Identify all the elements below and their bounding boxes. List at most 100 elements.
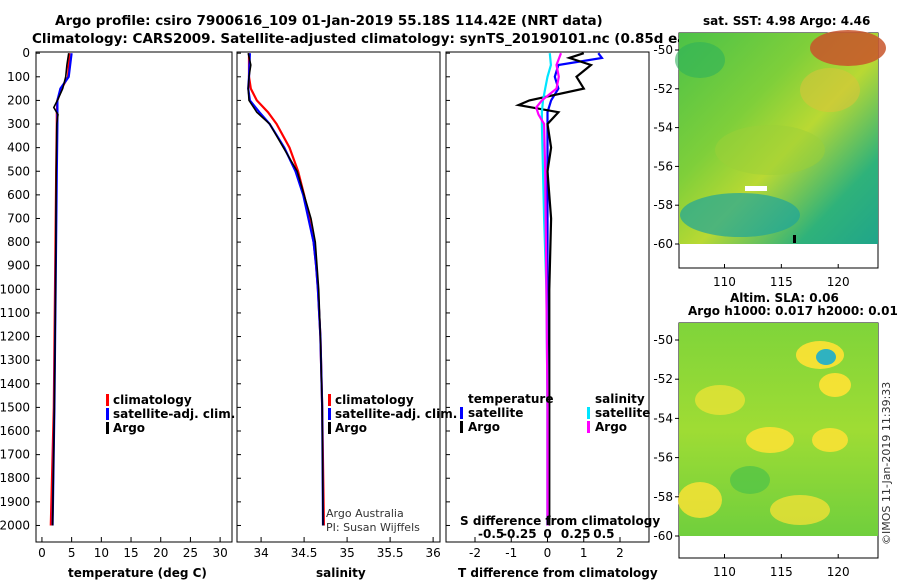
legend-swatch-s-satellite [587, 407, 590, 419]
series-line-argo [51, 53, 70, 526]
lon-tick-label: 120 [827, 565, 850, 579]
salinity-axis-label: salinity [316, 566, 366, 580]
credit-line-1: Argo Australia [326, 507, 404, 520]
x-tick-label: 20 [153, 546, 168, 560]
x-tick-label: 0 [38, 546, 46, 560]
lon-tick-label: 110 [713, 275, 736, 289]
sla-yellow-patch-6 [678, 482, 722, 518]
legend-label-satellite-sal: satellite-adj. clim. [335, 407, 457, 421]
legend-swatch-t-satellite [460, 407, 463, 419]
lat-tick-label: -52 [653, 372, 673, 386]
x-tick-label: 0 [544, 546, 552, 560]
depth-tick-label: 1500 [0, 400, 30, 414]
legend-temperature-title: temperature [468, 392, 553, 406]
title-line-2: Climatology: CARS2009. Satellite-adjuste… [32, 31, 724, 47]
legend-swatch-s-argo [587, 421, 590, 433]
s-tick-label: -0.5 [478, 527, 504, 541]
lon-tick-label: 115 [770, 275, 793, 289]
s-tick-label: -0.25 [502, 527, 537, 541]
x-tick-label: 5 [68, 546, 76, 560]
t-difference-axis-label: T difference from climatology [458, 566, 658, 580]
lat-tick-label: -50 [653, 43, 673, 57]
legend-swatch-climatology [106, 394, 109, 406]
depth-tick-label: 1100 [0, 306, 30, 320]
legend-swatch-t-argo [460, 421, 463, 433]
x-tick-label: 10 [94, 546, 109, 560]
sla-blue-patch [816, 349, 836, 365]
series-line-s-argo [534, 52, 563, 526]
lat-tick-label: -56 [653, 159, 673, 173]
lat-tick-label: -58 [653, 198, 673, 212]
credit-line-2: PI: Susan Wijffels [326, 521, 420, 534]
sst-warm-patch [810, 30, 886, 66]
depth-tick-label: 1400 [0, 377, 30, 391]
x-tick-label: 34.5 [291, 546, 318, 560]
temperature-curves [49, 53, 73, 526]
x-tick-label: -2 [469, 546, 481, 560]
depth-tick-label: 1700 [0, 448, 30, 462]
x-tick-label: 15 [123, 546, 138, 560]
x-tick-label: 35 [339, 546, 354, 560]
sst-map-title: sat. SST: 4.98 Argo: 4.46 [703, 14, 870, 28]
sla-yellow-patch-2 [819, 373, 851, 397]
salinity-x-axis: 34 34.5 35 35.5 36 [253, 537, 441, 560]
lat-tick-label: -52 [653, 82, 673, 96]
legend-label-s-satellite: satellite [595, 406, 650, 420]
legend-swatch-argo [106, 422, 109, 434]
legend-temperature: climatology satellite-adj. clim. Argo [106, 393, 235, 435]
s-tick-label: 0 [543, 527, 551, 541]
x-tick-label: 34 [253, 546, 268, 560]
depth-tick-label: 500 [7, 164, 30, 178]
depth-tick-label: 100 [7, 70, 30, 84]
legend-swatch-argo-sal [328, 422, 331, 434]
depth-tick-label: 1300 [0, 353, 30, 367]
x-tick-label: 30 [212, 546, 227, 560]
salinity-curves [247, 53, 325, 526]
lon-tick-label: 120 [827, 275, 850, 289]
legend-swatch-satellite-sal [328, 408, 331, 420]
lat-tick-label: -56 [653, 451, 673, 465]
sla-green-patch [730, 466, 770, 494]
legend-swatch-climatology-sal [328, 394, 331, 406]
s-tick-label: 0.25 [561, 527, 591, 541]
legend-label-s-argo: Argo [595, 420, 627, 434]
sla-yellow-patch-3 [695, 385, 745, 415]
depth-tick-label: 1800 [0, 471, 30, 485]
depth-tick-label: 800 [7, 235, 30, 249]
series-line-t-argo [514, 52, 594, 526]
x-tick-label: -1 [505, 546, 517, 560]
series-line-climatology [247, 53, 325, 526]
depth-tick-label: 1200 [0, 330, 30, 344]
temperature-axis-label: temperature (deg C) [68, 566, 207, 580]
title-line-1: Argo profile: csiro 7900616_109 01-Jan-2… [55, 13, 603, 29]
sst-map [675, 30, 886, 269]
sst-argo-marker [793, 235, 796, 243]
legend-label-climatology: climatology [113, 393, 192, 407]
s-difference-axis-label: S difference from climatology [460, 514, 660, 528]
depth-tick-label: 1900 [0, 495, 30, 509]
watermark: ©IMOS 11-Jan-2019 11:39:33 [880, 382, 893, 545]
sst-green-patch [675, 42, 725, 78]
temperature-x-axis: 0 5 10 15 20 25 30 [38, 537, 228, 560]
sla-yellow-patch-4 [746, 427, 794, 453]
series-line-t-satellite [546, 52, 604, 526]
lat-tick-label: -50 [653, 333, 673, 347]
sla-yellow-patch-7 [770, 495, 830, 525]
x-tick-label: 36 [425, 546, 440, 560]
sst-mid-patch [715, 125, 825, 175]
sst-map-axes: -50 -52 -54 -56 -58 -60 110 115 120 [653, 43, 849, 289]
lat-tick-label: -60 [653, 237, 673, 251]
depth-tick-label: 400 [7, 141, 30, 155]
depth-tick-label: 300 [7, 117, 30, 131]
legend-label-satellite: satellite-adj. clim. [113, 407, 235, 421]
depth-tick-label: 700 [7, 211, 30, 225]
depth-tick-label: 2000 [0, 518, 30, 532]
difference-curves [514, 52, 604, 526]
salinity-panel [236, 51, 441, 543]
depth-tick-label: 600 [7, 188, 30, 202]
series-line-satellite-adj-clim- [247, 53, 325, 526]
lat-tick-label: -54 [653, 411, 673, 425]
legend-difference: temperature satellite Argo salinity sate… [460, 392, 650, 434]
legend-label-t-argo: Argo [468, 420, 500, 434]
